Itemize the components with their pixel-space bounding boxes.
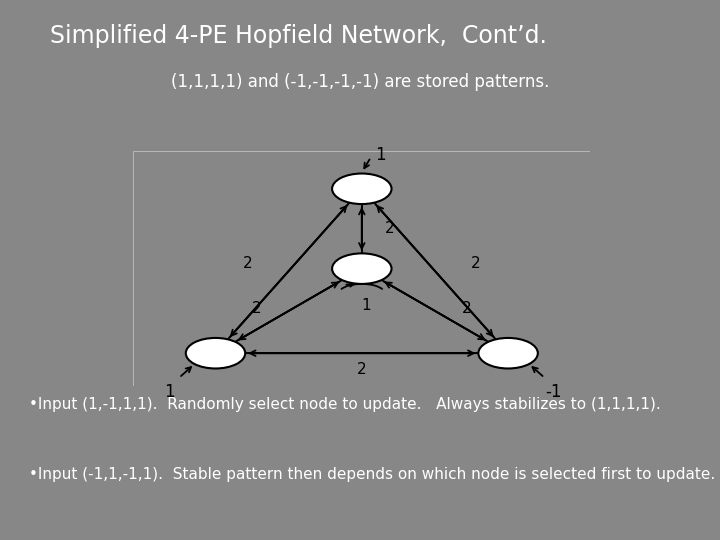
Text: •Input (1,-1,1,1).  Randomly select node to update.   Always stabilizes to (1,1,: •Input (1,-1,1,1). Randomly select node … [29, 397, 660, 412]
Text: 1: 1 [375, 146, 385, 164]
Text: Simplified 4-PE Hopfield Network,  Cont’d.: Simplified 4-PE Hopfield Network, Cont’d… [50, 24, 547, 48]
Text: 2: 2 [384, 221, 394, 236]
Text: 2: 2 [252, 301, 261, 316]
Text: 2: 2 [462, 301, 472, 316]
Text: 1: 1 [361, 298, 372, 313]
Text: 2: 2 [472, 256, 481, 272]
Ellipse shape [478, 338, 538, 368]
Text: 2: 2 [243, 256, 252, 272]
Text: -1: -1 [546, 382, 562, 401]
Ellipse shape [332, 253, 392, 284]
Ellipse shape [186, 338, 246, 368]
Text: 2: 2 [357, 362, 366, 377]
Text: 1: 1 [164, 382, 175, 401]
Text: (1,1,1,1) and (-1,-1,-1,-1) are stored patterns.: (1,1,1,1) and (-1,-1,-1,-1) are stored p… [171, 73, 549, 91]
Text: •Input (-1,1,-1,1).  Stable pattern then depends on which node is selected first: •Input (-1,1,-1,1). Stable pattern then … [29, 467, 715, 482]
Ellipse shape [332, 173, 392, 204]
